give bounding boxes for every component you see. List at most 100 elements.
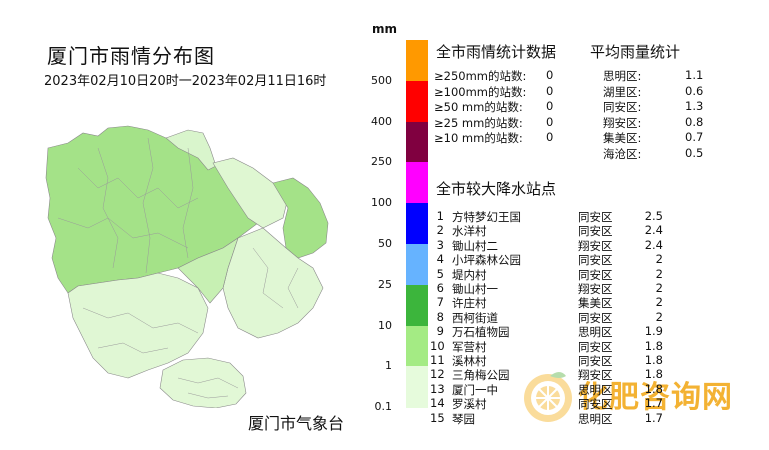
- city-stat-value: 0: [546, 130, 554, 144]
- station-value: 2: [655, 252, 663, 267]
- station-value: 1.9: [644, 324, 663, 339]
- station-value: 2.4: [644, 237, 663, 252]
- station-rank: 13: [430, 381, 445, 396]
- station-rank: 11: [430, 353, 445, 367]
- station-name: 西柯街道: [452, 310, 498, 325]
- station-value: 2: [655, 281, 663, 295]
- legend-swatch: [406, 284, 428, 327]
- map-region-xiamen-island: [159, 357, 247, 408]
- station-name: 三角梅公园: [452, 368, 510, 383]
- legend-swatch: [406, 244, 428, 286]
- watermark-text: 化肥咨询网: [578, 380, 733, 415]
- map-title: 厦门市雨情分布图: [47, 44, 215, 68]
- legend-tick-label: 500: [371, 73, 392, 87]
- city-stat-label: ≥250mm的站数:: [434, 69, 527, 83]
- map-region-xiangan-south: [222, 227, 324, 339]
- legend-tick-label: 25: [378, 277, 392, 291]
- district-avg-value: 1.1: [685, 68, 704, 82]
- district-avg-value: 0.8: [685, 114, 704, 129]
- legend-tick-label: 0.1: [374, 400, 393, 414]
- city-stats-title: 全市雨情统计数据: [436, 43, 557, 61]
- station-district: 思明区: [578, 382, 613, 397]
- stations-title: 全市较大降水站点: [436, 180, 557, 198]
- station-name: 溪林村: [452, 354, 487, 368]
- legend-swatch: [406, 203, 428, 245]
- station-value: 1.7: [644, 396, 663, 411]
- legend-swatch: [406, 162, 428, 204]
- map-region-north-light: [165, 129, 217, 171]
- station-value: 1.8: [644, 381, 663, 396]
- station-name: 水洋村: [452, 224, 487, 239]
- station-name: 锄山村一: [452, 282, 498, 296]
- station-name: 军营村: [452, 339, 487, 354]
- station-name: 小坪森林公园: [452, 253, 521, 268]
- station-district: 同安区: [578, 224, 613, 239]
- district-name: 集美区:: [603, 131, 642, 145]
- station-district: 思明区: [578, 411, 613, 426]
- station-rank: 7: [436, 295, 444, 310]
- station-value: 1.7: [644, 410, 663, 425]
- station-district: 同安区: [578, 310, 613, 325]
- station-district: 翔安区: [578, 368, 613, 383]
- legend-tick-label: 400: [371, 114, 392, 128]
- station-rank: 10: [430, 338, 445, 353]
- station-rank: 14: [430, 396, 445, 411]
- legend-swatch: [406, 40, 428, 82]
- city-stat-value: 0: [546, 114, 554, 129]
- map-region-jimei: [177, 237, 239, 304]
- district-name: 湖里区:: [603, 84, 642, 99]
- station-rank: 6: [436, 281, 444, 295]
- district-avg-value: 1.3: [685, 99, 704, 113]
- agency-label: 厦门市气象台: [248, 414, 345, 433]
- district-name: 翔安区:: [603, 115, 642, 130]
- station-value: 1.8: [644, 353, 663, 367]
- station-district: 翔安区: [578, 282, 613, 296]
- watermark-logo: [524, 372, 572, 422]
- station-name: 琴园: [452, 411, 475, 426]
- legend-tick-label: 10: [378, 318, 392, 332]
- city-stat-label: ≥50 mm的站数:: [434, 100, 523, 114]
- station-rank: 12: [430, 367, 445, 382]
- station-rank: 1: [436, 209, 444, 223]
- district-avg-value: 0.6: [685, 83, 704, 98]
- station-rank: 15: [430, 410, 445, 425]
- station-district: 同安区: [578, 339, 613, 354]
- city-stat-value: 0: [546, 68, 554, 82]
- station-value: 2: [655, 266, 663, 281]
- station-district: 思明区: [578, 325, 613, 340]
- legend-swatch: [406, 80, 428, 123]
- legend-tick-label: 1: [385, 359, 392, 373]
- station-district: 同安区: [578, 253, 613, 268]
- district-name: 思明区:: [603, 69, 642, 83]
- station-name: 厦门一中: [452, 382, 498, 397]
- legend-unit: mm: [372, 22, 398, 36]
- station-value: 2: [655, 295, 663, 310]
- legend-tick-label: 100: [371, 196, 392, 210]
- district-avg-value: 0.7: [685, 130, 704, 144]
- map-region-xiangan-east: [272, 177, 329, 259]
- station-rank: 4: [436, 252, 444, 267]
- station-name: 锄山村二: [452, 238, 498, 253]
- station-name: 堤内村: [452, 267, 487, 282]
- station-district: 集美区: [578, 296, 613, 311]
- map-region-haicang: [67, 272, 209, 379]
- station-name: 罗溪村: [452, 397, 487, 412]
- map-boundary-lines: [57, 137, 299, 399]
- station-name: 万石植物园: [452, 325, 510, 340]
- city-stat-label: ≥10 mm的站数:: [434, 131, 523, 145]
- station-rank: 5: [436, 266, 444, 281]
- station-rank: 3: [436, 237, 444, 252]
- legend-tick-label: 50: [378, 237, 392, 250]
- station-value: 2.4: [644, 223, 663, 238]
- station-district: 同安区: [578, 354, 613, 368]
- legend-swatch: [406, 325, 428, 367]
- station-district: 同安区: [578, 397, 613, 412]
- station-value: 1.8: [644, 338, 663, 353]
- legend-swatch: [406, 366, 428, 408]
- map-region-xiangan-light: [212, 157, 289, 229]
- station-value: 1.8: [644, 367, 663, 382]
- city-stat-value: 0: [546, 99, 554, 113]
- station-name: 许庄村: [452, 296, 487, 311]
- xiamen-rainfall-map: [45, 125, 329, 408]
- station-district: 同安区: [578, 210, 613, 224]
